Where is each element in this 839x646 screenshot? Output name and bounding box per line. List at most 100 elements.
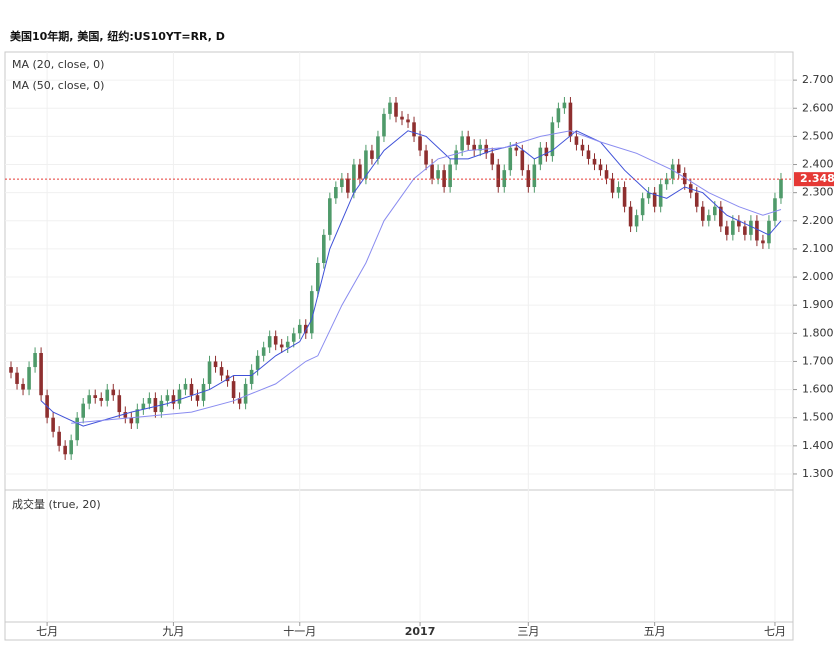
candle-body (165, 395, 170, 401)
candle-body (448, 164, 452, 188)
candle-body (670, 164, 675, 179)
candle-body (562, 102, 567, 109)
candle-body (682, 172, 687, 185)
candle-body (141, 403, 146, 410)
candle-body (514, 147, 519, 151)
candle-body (358, 164, 362, 179)
candle-body (508, 147, 513, 171)
candle-body (616, 187, 621, 193)
candle-body (75, 417, 79, 441)
candle-body (436, 170, 440, 179)
last-price-box (794, 172, 834, 187)
candle-body (424, 150, 428, 165)
y-tick-label: 1.800 (802, 326, 834, 339)
x-tick-label: 九月 (162, 625, 184, 638)
candle-body (9, 367, 13, 373)
candle-body (27, 367, 31, 390)
candle-body (388, 102, 392, 114)
candle-body (81, 403, 85, 418)
x-tick-label: 七月 (36, 625, 58, 638)
candle-body (694, 192, 699, 207)
candle-body (743, 226, 747, 235)
candle-body (315, 262, 320, 292)
candle-body (400, 116, 404, 120)
candle-body (490, 153, 495, 165)
candle-body (737, 220, 741, 227)
candle-body (496, 164, 501, 188)
candle-body (598, 164, 603, 171)
candle-body (418, 136, 422, 151)
candle-body (183, 383, 188, 390)
candle-body (352, 164, 356, 193)
candle-body (478, 144, 483, 151)
legend-entry: MA (50, close, 0) (12, 79, 104, 92)
candle-body (442, 170, 446, 188)
candle-body (652, 192, 657, 207)
candle-body (123, 412, 128, 418)
candle-body (177, 389, 182, 404)
last-price-label: 2.348 (800, 172, 835, 185)
candle-body (526, 170, 531, 188)
candle-body (406, 119, 410, 123)
candle-body (779, 179, 783, 199)
volume-pane (4, 489, 794, 623)
x-tick-label: 五月 (644, 625, 666, 638)
candle-body (574, 136, 579, 145)
candle-body (544, 147, 549, 157)
candle-body (610, 178, 615, 193)
candle-body (622, 187, 627, 207)
y-tick-label: 1.700 (802, 354, 834, 367)
candle-body (15, 372, 19, 384)
ma-line (71, 130, 782, 424)
candle-body (604, 170, 609, 179)
candle-body (773, 198, 777, 221)
price-pane (4, 51, 794, 491)
candle-body (556, 108, 561, 123)
candle-body (568, 102, 573, 137)
candle-body (664, 178, 669, 185)
candle-body (749, 220, 753, 235)
candle-body (767, 220, 771, 244)
candle-body (502, 170, 507, 188)
candle-body (430, 164, 434, 179)
candle-body (135, 409, 140, 424)
candle-body (466, 136, 470, 145)
candle-body (87, 395, 92, 404)
y-tick-label: 2.000 (802, 270, 834, 283)
ma-line (40, 130, 782, 427)
x-tick-label: 七月 (764, 625, 786, 638)
candle-body (334, 187, 338, 199)
candle-body (147, 398, 152, 404)
x-tick-label: 2017 (405, 625, 436, 638)
candle-body (382, 113, 386, 137)
candle-body (628, 206, 633, 227)
candle-body (376, 136, 380, 159)
candle-body (273, 336, 278, 345)
candle-body (532, 164, 537, 188)
candle-body (201, 383, 206, 401)
candle-body (394, 102, 398, 117)
candle-body (658, 184, 663, 207)
candle-body (69, 440, 73, 455)
candle-body (39, 353, 43, 396)
candle-body (460, 136, 464, 151)
candle-body (580, 144, 585, 151)
candle-body (207, 361, 212, 384)
candle-body (454, 150, 458, 165)
candle-body (634, 215, 639, 227)
candle-body (291, 333, 296, 342)
candle-body (189, 383, 194, 396)
candle-body (322, 234, 326, 263)
candle-body (761, 240, 765, 244)
legend-entry: MA (20, close, 0) (12, 58, 104, 71)
candle-body (550, 122, 555, 157)
candle-body (592, 158, 597, 165)
candle-body (719, 206, 723, 227)
y-tick-label: 2.700 (802, 73, 834, 86)
candle-body (195, 395, 200, 401)
candle-body (255, 355, 260, 370)
candle-body (472, 144, 476, 151)
candle-body (159, 400, 164, 413)
